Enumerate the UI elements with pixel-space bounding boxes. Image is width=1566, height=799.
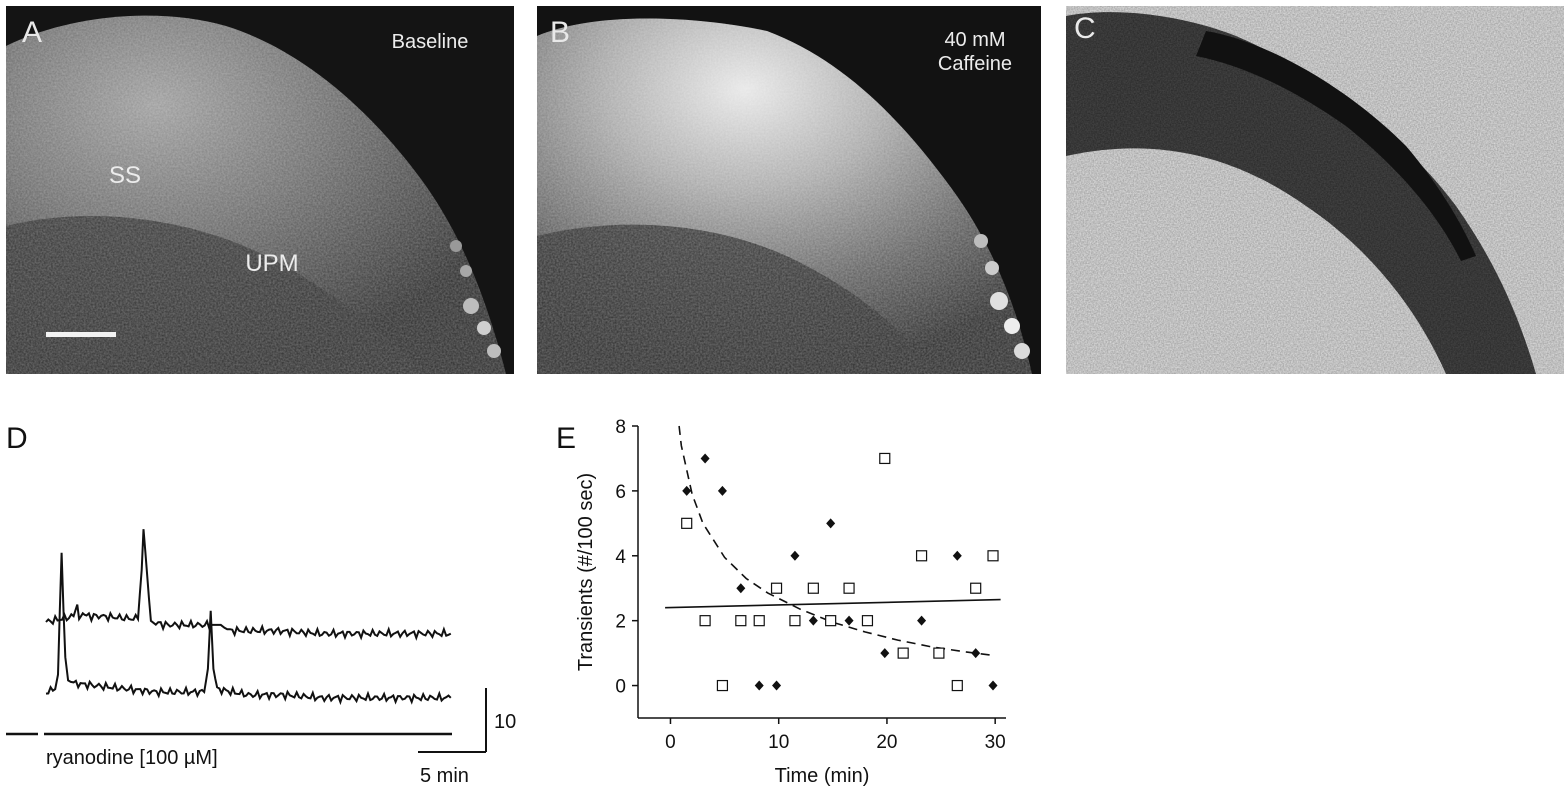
linear-fit-line [665, 598, 1001, 609]
y-axis-label: Transients (#/100 sec) [575, 473, 597, 671]
scale-bar-horizontal-label: 5 min [420, 765, 469, 787]
region-label-upm: UPM [245, 250, 299, 277]
y-tick-label: 8 [615, 417, 626, 438]
ticks: 0 2 4 6 8 0 10 20 30 [615, 417, 1005, 753]
x-tick-label: 10 [768, 732, 789, 753]
data-point-square [879, 452, 891, 465]
data-point-square [807, 582, 819, 594]
data-point-square [897, 647, 909, 659]
micrograph-panel-b [537, 6, 1041, 374]
micrograph-panel-a [6, 6, 514, 374]
data-point-diamond [700, 453, 710, 464]
difference-image [1066, 6, 1564, 374]
data-point-diamond [808, 615, 818, 626]
data-point-square [825, 615, 837, 627]
data-point-diamond [880, 648, 890, 659]
data-point-diamond [754, 680, 764, 691]
micrograph-a-image [6, 6, 514, 374]
data-point-square [735, 615, 747, 627]
data-point-diamond [971, 648, 981, 659]
region-label-ss: SS [108, 162, 141, 189]
data-point-square [681, 517, 693, 529]
axes [637, 426, 1006, 719]
data-point-square [716, 679, 729, 692]
panel-letter-e: E [556, 422, 577, 455]
trace-line-upper [45, 529, 452, 641]
trace-line-lower [45, 552, 452, 706]
x-axis-label: Time (min) [775, 765, 870, 787]
treatment-label: ryanodine [100 µM] [46, 747, 218, 769]
trace-group [45, 529, 452, 706]
data-point-diamond [736, 583, 746, 594]
data-point-square [789, 615, 801, 627]
x-tick-label: 0 [665, 732, 676, 753]
difference-image-panel-c [1066, 6, 1564, 374]
data-point-square [933, 647, 945, 659]
x-tick-label: 30 [985, 732, 1006, 753]
data-point-diamond [790, 550, 800, 561]
y-tick-label: 2 [615, 612, 626, 633]
data-point-square [699, 615, 711, 627]
panel-letter-c: C [1074, 12, 1096, 45]
data-point-square [770, 582, 783, 594]
scale-bar [46, 332, 116, 337]
data-point-diamond [844, 615, 854, 626]
transients-scatter-chart: 0 2 4 6 8 0 10 20 30 Time (min) Transients (#/10… [575, 417, 1006, 787]
y-tick-label: 4 [615, 547, 626, 568]
data-point-square [861, 615, 874, 627]
data-point-square [843, 582, 855, 594]
x-tick-label: 20 [876, 732, 897, 753]
scale-bar-vertical-label: 10 [494, 711, 516, 733]
data-point-square [987, 550, 999, 562]
condition-label-caffeine-line2: Caffeine [937, 53, 1013, 75]
data-point-diamond [682, 485, 692, 496]
panel-letter-d: D [6, 422, 28, 455]
y-tick-label: 0 [615, 677, 626, 698]
data-point-square [753, 615, 765, 627]
y-tick-label: 6 [615, 482, 626, 503]
data-point-diamond [772, 680, 782, 691]
calcium-traces-chart: ryanodine [100 µM] 10 5 min [6, 529, 516, 787]
data-point-diamond [917, 615, 927, 626]
fit-lines [665, 425, 1001, 657]
data-point-diamond [717, 485, 727, 496]
panel-letter-b: B [550, 16, 571, 49]
panel-letter-a: A [22, 16, 43, 49]
data-point-square [951, 679, 963, 692]
data-point-square [915, 550, 928, 562]
data-point-square [970, 582, 982, 594]
data-point-diamond [952, 550, 962, 561]
data-points [681, 452, 999, 692]
data-point-diamond [988, 680, 998, 691]
condition-label-caffeine-line1: 40 mM [944, 29, 1006, 51]
condition-label-baseline: Baseline [391, 31, 469, 53]
data-point-diamond [826, 518, 836, 529]
exponential-fit-line [678, 425, 996, 657]
micrograph-b-image [537, 6, 1041, 374]
